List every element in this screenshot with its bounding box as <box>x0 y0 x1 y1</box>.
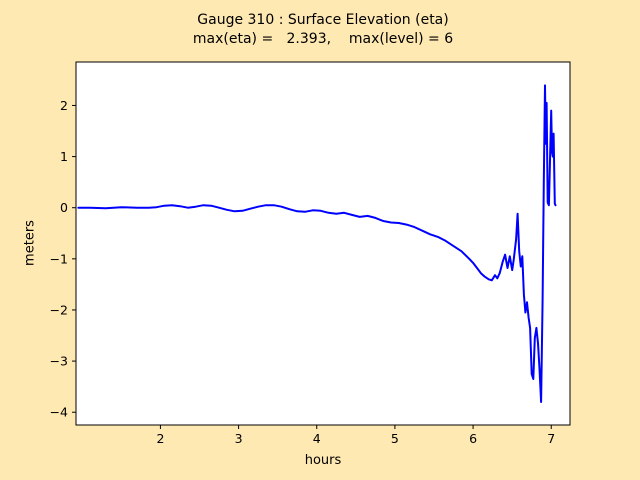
x-tick-label: 2 <box>156 431 164 446</box>
y-tick-label: −1 <box>50 251 68 266</box>
y-tick-label: −4 <box>50 405 68 420</box>
axes-frame <box>75 61 571 426</box>
x-tick-label: 6 <box>469 431 477 446</box>
eta-series-line <box>77 84 557 403</box>
x-tick-label: 5 <box>391 431 399 446</box>
y-tick-label: 1 <box>60 149 68 164</box>
chart-subtitle: max(eta) = 2.393, max(level) = 6 <box>192 31 454 47</box>
x-tick-label: 4 <box>313 431 321 446</box>
x-axis-ticks: 2 3 4 5 6 7 <box>156 425 555 446</box>
y-tick-label: 0 <box>60 200 68 215</box>
y-tick-label: 2 <box>60 98 68 113</box>
y-tick-label: −2 <box>50 302 68 317</box>
x-tick-label: 7 <box>547 431 555 446</box>
y-tick-label: −3 <box>50 354 68 369</box>
x-axis-label: hours <box>304 453 342 468</box>
y-axis-ticks: −4 −3 −2 −1 0 1 2 <box>50 98 76 420</box>
y-axis-label: meters <box>22 220 38 266</box>
chart-title: Gauge 310 : Surface Elevation (eta) <box>197 12 449 28</box>
x-tick-label: 3 <box>235 431 243 446</box>
